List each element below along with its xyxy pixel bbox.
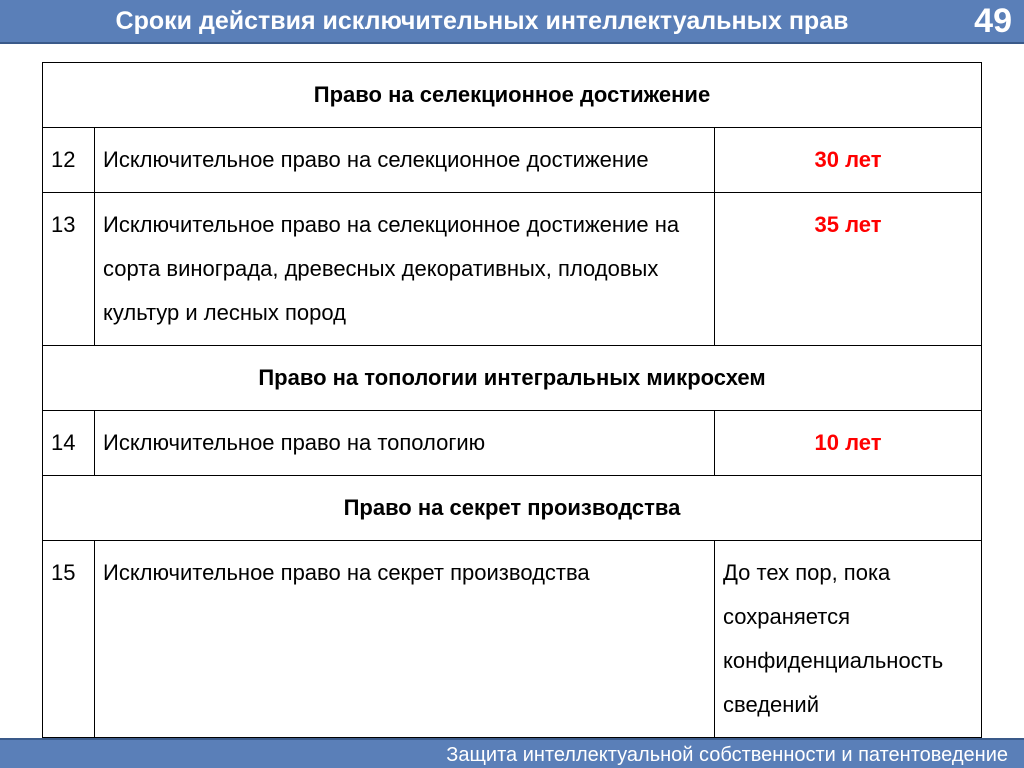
slide-content: Право на селекционное достижение 12 Искл… <box>0 44 1024 738</box>
row-duration: 10 лет <box>715 411 982 476</box>
row-number: 13 <box>43 193 95 346</box>
rights-table: Право на селекционное достижение 12 Искл… <box>42 62 982 738</box>
section-heading: Право на топологии интегральных микросхе… <box>43 346 982 411</box>
table-row: 12 Исключительное право на селекционное … <box>43 128 982 193</box>
row-number: 14 <box>43 411 95 476</box>
row-duration: 35 лет <box>715 193 982 346</box>
page-number: 49 <box>952 2 1012 41</box>
row-number: 12 <box>43 128 95 193</box>
row-description: Исключительное право на секрет производс… <box>95 541 715 738</box>
slide-title: Сроки действия исключительных интеллекту… <box>12 7 952 36</box>
table-row: 13 Исключительное право на селекционное … <box>43 193 982 346</box>
row-description: Исключительное право на селекционное дос… <box>95 128 715 193</box>
table-row: 15 Исключительное право на секрет произв… <box>43 541 982 738</box>
section-heading: Право на секрет производства <box>43 476 982 541</box>
slide-footer: Защита интеллектуальной собственности и … <box>0 738 1024 768</box>
row-number: 15 <box>43 541 95 738</box>
row-duration: До тех пор, пока сохраняется конфиденциа… <box>715 541 982 738</box>
section-heading: Право на селекционное достижение <box>43 63 982 128</box>
row-duration: 30 лет <box>715 128 982 193</box>
row-description: Исключительное право на топологию <box>95 411 715 476</box>
row-description: Исключительное право на селекционное дос… <box>95 193 715 346</box>
slide-header: Сроки действия исключительных интеллекту… <box>0 0 1024 44</box>
table-row: 14 Исключительное право на топологию 10 … <box>43 411 982 476</box>
